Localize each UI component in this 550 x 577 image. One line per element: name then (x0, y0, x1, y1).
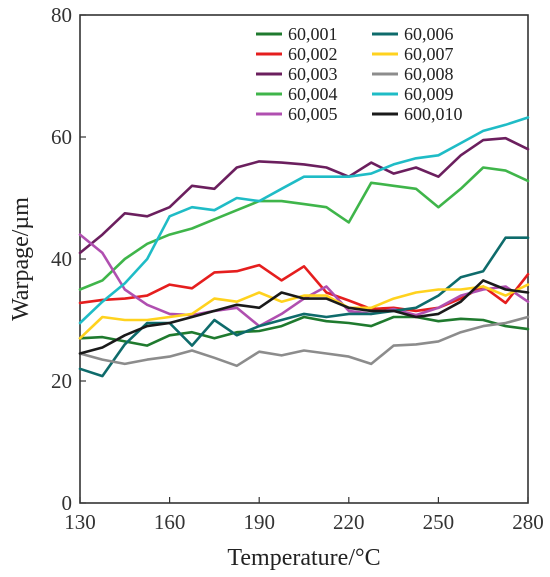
y-tick-label: 40 (51, 247, 72, 271)
series-line-60003 (78, 136, 530, 255)
series-line-60004 (78, 166, 530, 291)
series-line-60009 (78, 116, 530, 325)
y-tick-label: 80 (51, 3, 72, 27)
legend: 60,00160,00260,00360,00460,00560,00660,0… (256, 24, 463, 124)
x-tick-label: 250 (423, 510, 455, 534)
x-tick-label: 220 (333, 510, 365, 534)
x-tick-label: 280 (512, 510, 544, 534)
series-lines (78, 116, 530, 378)
legend-label: 60,009 (404, 84, 454, 104)
series-line-60001 (78, 315, 530, 347)
series-line-600010 (78, 279, 530, 355)
axis-ticks: 130 160 190 220 250 280 0 20 40 60 80 (51, 3, 544, 534)
x-axis-title: Temperature/°C (227, 545, 380, 571)
legend-label: 60,001 (288, 24, 338, 44)
legend-label: 60,004 (288, 84, 338, 104)
series-line-60002 (78, 263, 530, 313)
legend-label: 60,008 (404, 64, 454, 84)
legend-label: 600,010 (404, 104, 463, 124)
x-tick-label: 160 (154, 510, 186, 534)
legend-label: 60,007 (404, 44, 454, 64)
legend-label: 60,003 (288, 64, 338, 84)
legend-label: 60,002 (288, 44, 338, 64)
legend-label: 60,006 (404, 24, 454, 44)
y-tick-label: 20 (51, 369, 72, 393)
legend-label: 60,005 (288, 104, 338, 124)
series-line-60006 (78, 236, 530, 378)
x-tick-label: 190 (243, 510, 275, 534)
x-tick-label: 130 (64, 510, 96, 534)
series-line-60007 (78, 283, 530, 340)
series-line-60005 (78, 233, 530, 328)
y-tick-label: 60 (51, 125, 72, 149)
y-tick-label: 0 (62, 491, 73, 515)
y-axis-title: Warpage/µm (8, 197, 34, 321)
series-line-60008 (78, 315, 530, 368)
